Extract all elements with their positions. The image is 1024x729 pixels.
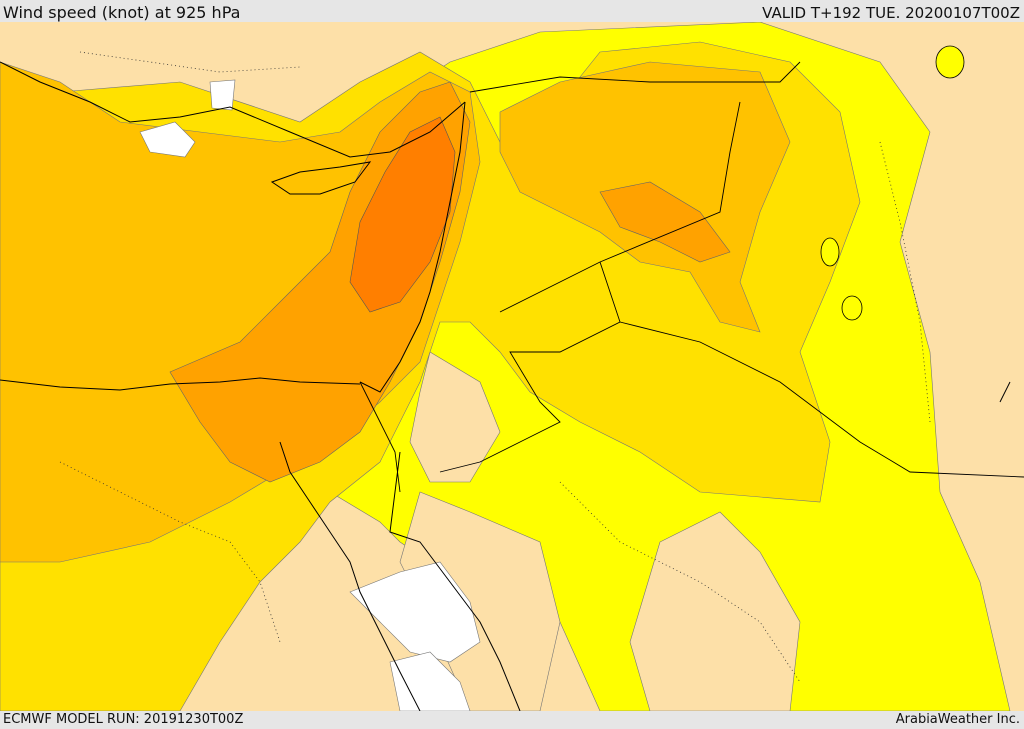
calm-zone-red-sea: [349, 561, 481, 663]
border-saudi-iraq: [619, 321, 1024, 478]
coastline-egypt: [0, 377, 361, 391]
lake-east-2: [841, 295, 863, 321]
footer-bar: [0, 711, 1024, 729]
wind-zone-dark-orange: [349, 116, 456, 313]
coastline-gulf-aqaba: [389, 451, 521, 711]
wind-zone-tan-east: [629, 511, 801, 711]
calm-zone-south: [389, 651, 471, 711]
lake-north-east: [935, 45, 965, 79]
border-syria-east: [499, 101, 741, 313]
model-run-label: ECMWF MODEL RUN: 20191230T00Z: [3, 712, 244, 727]
wind-zone-orange-east: [599, 181, 731, 263]
valid-time: VALID T+192 TUE. 20200107T00Z: [762, 4, 1020, 22]
credit-label: ArabiaWeather Inc.: [895, 712, 1020, 727]
border-jordan: [439, 261, 621, 473]
wind-zone-tan-jordan: [409, 351, 501, 483]
internal-boundary-3: [559, 481, 801, 683]
border-syria-iraq: [469, 61, 801, 93]
coastline-persian-gulf: [999, 381, 1011, 403]
lake-east-1: [820, 237, 840, 267]
header-bar: [0, 0, 1024, 22]
coastline-gulf-suez: [279, 441, 421, 711]
coastline-levant: [359, 101, 466, 393]
border-egypt-sinai: [359, 381, 401, 493]
calm-zone-north: [209, 79, 236, 111]
map-title: Wind speed (knot) at 925 hPa: [3, 3, 241, 22]
map-frame: [0, 22, 1024, 711]
calm-zone-aegean: [139, 121, 196, 158]
wind-speed-map: [0, 22, 1024, 711]
internal-boundary-1: [59, 461, 281, 643]
coastline-turkey: [0, 61, 466, 158]
coastline-cyprus: [270, 161, 372, 195]
